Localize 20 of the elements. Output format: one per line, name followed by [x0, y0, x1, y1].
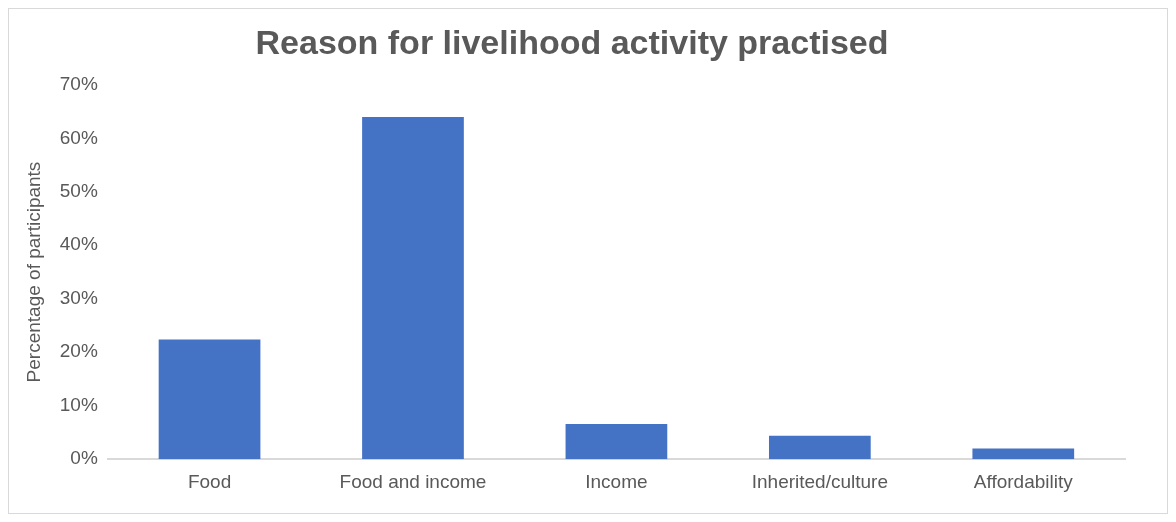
- y-tick-label: 60%: [59, 126, 98, 148]
- y-tick-label: 20%: [59, 340, 98, 362]
- bar: [158, 339, 261, 460]
- y-tick-label: 40%: [59, 233, 98, 255]
- bar: [768, 435, 871, 460]
- x-tick-label: Food: [187, 470, 232, 492]
- x-tick-label: Affordability: [973, 470, 1074, 492]
- bar: [362, 116, 464, 460]
- bar: [565, 423, 668, 460]
- y-tick-label: 50%: [59, 180, 98, 202]
- x-tick-label: Income: [585, 470, 648, 492]
- chart-title: Reason for livelihood activity practised: [255, 22, 889, 61]
- y-axis-title: Percentage of participants: [22, 161, 44, 383]
- y-tick-label: 30%: [59, 286, 98, 308]
- y-tick-label: 70%: [59, 73, 98, 95]
- x-tick-label: Inherited/culture: [751, 470, 888, 492]
- y-tick-label: 0%: [70, 447, 98, 469]
- bar: [972, 448, 1075, 460]
- y-tick-label: 10%: [59, 393, 98, 415]
- x-tick-label: Food and income: [339, 470, 487, 492]
